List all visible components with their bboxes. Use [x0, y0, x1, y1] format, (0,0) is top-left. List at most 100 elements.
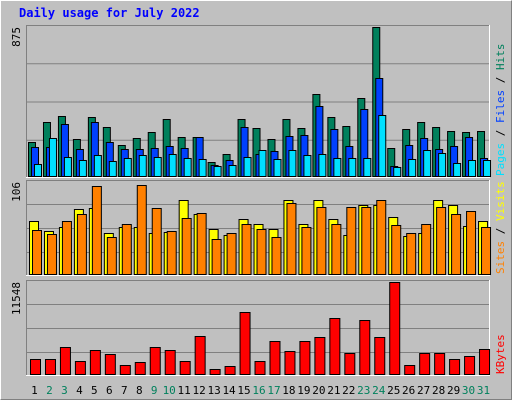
kbytes-bar: [89, 350, 101, 375]
day-tick-label: 4: [76, 384, 83, 397]
kbytes-bar: [449, 359, 461, 375]
sites-bar: [151, 208, 162, 275]
legend-sites: Sites: [494, 241, 507, 274]
pages-bar: [123, 158, 132, 177]
sites-bar: [451, 214, 462, 275]
kbytes-bar: [314, 337, 326, 375]
sites-bar: [316, 207, 327, 275]
sites-bar: [436, 207, 447, 275]
day-tick-label: 25: [387, 384, 400, 397]
sites-bar: [346, 207, 357, 275]
pages-bar: [228, 165, 237, 177]
sites-bar: [136, 185, 147, 275]
kbytes-bar: [224, 366, 236, 375]
sites-bar: [61, 221, 72, 275]
pages-bar: [48, 138, 57, 177]
pages-bar: [168, 154, 177, 177]
pages-bar: [153, 157, 162, 177]
kbytes-bar: [194, 336, 206, 375]
kbytes-bar: [254, 361, 266, 375]
day-tick-label: 13: [207, 384, 220, 397]
day-tick-label: 30: [462, 384, 475, 397]
pages-bar: [453, 163, 462, 177]
sites-bar: [406, 233, 417, 275]
pages-bar: [333, 158, 342, 177]
day-tick-label: 29: [447, 384, 460, 397]
pages-bar: [273, 159, 282, 177]
kbytes-bar: [59, 347, 71, 375]
day-tick-label: 11: [178, 384, 191, 397]
sites-bar: [166, 231, 177, 275]
visits-ymax-label: 106: [10, 182, 23, 202]
pages-bar: [213, 166, 222, 177]
day-tick-label: 28: [432, 384, 445, 397]
day-tick-label: 22: [342, 384, 355, 397]
sites-bar: [286, 203, 297, 275]
day-tick-label: 23: [357, 384, 370, 397]
kbytes-legend: KBytes: [494, 334, 507, 374]
pages-bar: [378, 115, 387, 177]
day-tick-label: 27: [417, 384, 430, 397]
sites-bar: [376, 200, 387, 275]
sites-bar: [46, 234, 57, 275]
day-tick-label: 15: [237, 384, 250, 397]
legend-hits: Hits: [494, 44, 507, 71]
day-tick-label: 6: [106, 384, 113, 397]
pages-bar: [423, 150, 432, 177]
day-tick-label: 7: [121, 384, 128, 397]
pages-bar: [393, 167, 402, 177]
pages-bar: [318, 154, 327, 177]
kbytes-bar: [329, 318, 341, 375]
sites-bar: [196, 213, 207, 275]
kbytes-bar: [134, 362, 146, 375]
day-tick-label: 16: [252, 384, 265, 397]
sites-bar: [121, 224, 132, 275]
pages-bar: [288, 150, 297, 177]
day-tick-label: 10: [163, 384, 176, 397]
legend-separator: /: [494, 221, 507, 241]
pages-bar: [63, 157, 72, 177]
day-tick-label: 17: [267, 384, 280, 397]
sites-bar: [301, 227, 312, 275]
sites-bar: [32, 230, 42, 275]
kbytes-bar: [284, 351, 296, 375]
kbytes-bar: [479, 349, 491, 375]
sites-bar: [361, 207, 372, 275]
day-tick-label: 5: [91, 384, 98, 397]
day-tick-label: 19: [297, 384, 310, 397]
kbytes-bar: [359, 320, 371, 375]
day-tick-label: 2: [46, 384, 53, 397]
pages-bar: [483, 160, 492, 177]
kbytes-bar: [74, 361, 86, 375]
visits-legend: Sites / Visits: [494, 181, 507, 274]
hits-ymax-label: 875: [10, 27, 23, 47]
pages-bar: [438, 153, 447, 177]
day-tick-label: 3: [61, 384, 68, 397]
sites-bar: [181, 218, 192, 275]
pages-bar: [348, 158, 357, 177]
day-tick-label: 21: [327, 384, 340, 397]
sites-bar: [226, 233, 237, 275]
kbytes-bar: [149, 347, 161, 375]
kbytes-bar: [269, 341, 281, 375]
kbytes-bar: [404, 365, 416, 375]
legend-pages: Pages: [494, 143, 507, 176]
kbytes-bar: [299, 341, 311, 375]
kbytes-bar: [209, 369, 221, 375]
pages-bar: [138, 155, 147, 177]
day-tick-label: 1: [31, 384, 38, 397]
day-tick-label: 9: [151, 384, 158, 397]
legend-kbytes: KBytes: [494, 334, 507, 374]
sites-bar: [421, 224, 432, 275]
kbytes-bar: [164, 350, 176, 375]
pages-bar: [303, 155, 312, 177]
kbytes-bar: [44, 359, 56, 375]
day-tick-label: 26: [402, 384, 415, 397]
pages-bar: [93, 155, 102, 177]
sites-bar: [271, 237, 282, 275]
kbytes-bar: [239, 312, 251, 375]
legend-separator: /: [494, 123, 507, 143]
pages-bar: [34, 164, 42, 177]
kbytes-bar: [104, 354, 116, 375]
sites-bar: [241, 224, 252, 275]
